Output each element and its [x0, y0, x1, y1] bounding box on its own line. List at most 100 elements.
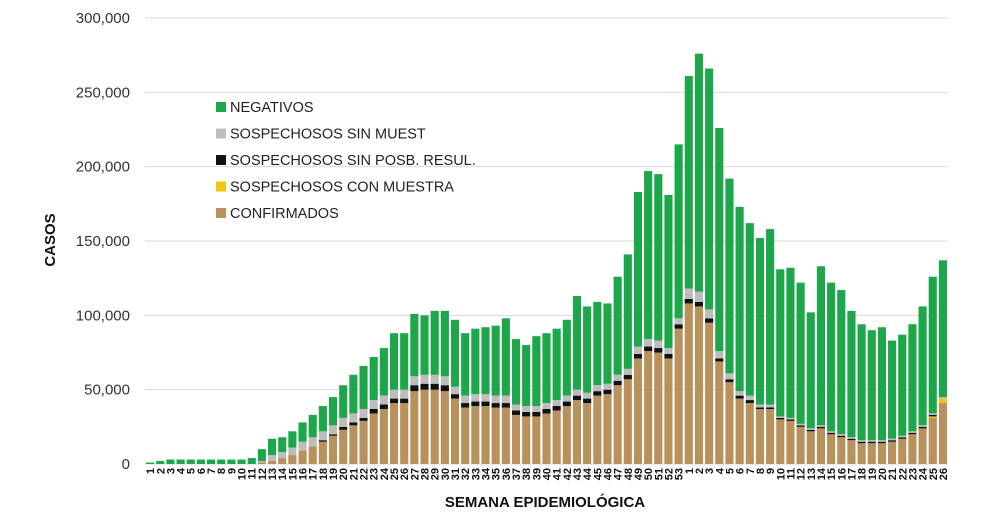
bar-segment — [400, 398, 409, 404]
x-tick-label: 47 — [613, 468, 625, 480]
bar-segment — [318, 441, 327, 464]
bar-segment — [267, 438, 277, 456]
bar-segment — [908, 324, 917, 432]
bar-segment — [471, 406, 480, 464]
bar-segment — [257, 449, 266, 462]
bar-segment — [755, 238, 765, 405]
x-tick-label: 39 — [531, 468, 543, 480]
bar-segment — [633, 358, 643, 464]
bar-segment — [572, 400, 582, 464]
bar-segment — [461, 333, 470, 396]
bar-segment — [491, 325, 500, 396]
bar-segment — [786, 417, 795, 420]
bar-segment — [786, 420, 795, 464]
bar-segment — [715, 128, 724, 352]
y-tick-label: 100,000 — [76, 307, 130, 324]
x-tick-label: 4 — [714, 467, 726, 474]
bar-segment — [522, 416, 531, 464]
x-tick-label: 19 — [867, 468, 879, 480]
x-tick-label: 5 — [724, 468, 736, 474]
bar-segment — [511, 339, 521, 405]
y-tick-label: 0 — [122, 456, 130, 473]
bar-segment — [156, 461, 165, 464]
bar-segment — [938, 260, 947, 398]
bar-segment — [430, 374, 439, 384]
bar-segment — [623, 368, 632, 375]
bar-segment — [471, 328, 480, 395]
bar-segment — [593, 301, 602, 386]
bar-segment — [715, 361, 724, 464]
x-tick-label: 17 — [846, 468, 858, 480]
bar-segment — [379, 348, 388, 396]
x-axis-label: SEMANA EPIDEMIOLÓGICA — [445, 493, 645, 511]
bar-segment — [247, 458, 256, 464]
bar-segment — [766, 407, 775, 409]
bar-segment — [379, 404, 388, 409]
bar-segment — [674, 318, 683, 325]
bar-segment — [928, 276, 937, 414]
bar-segment — [186, 459, 195, 464]
bar-segment — [847, 440, 856, 464]
x-tick-label: 23 — [369, 468, 381, 480]
x-tick-label: 6 — [735, 468, 747, 474]
bar-segment — [877, 443, 886, 464]
bar-segment — [705, 309, 714, 319]
x-tick-label: 18 — [857, 468, 869, 480]
bar-segment — [776, 419, 785, 464]
bar-segment — [816, 266, 826, 426]
bar-segment — [684, 75, 693, 289]
x-tick-label: 11 — [247, 468, 259, 480]
bar-segment — [562, 395, 571, 402]
x-tick-label: 3 — [704, 468, 716, 474]
x-tick-label: 22 — [359, 468, 371, 480]
x-tick-label: 36 — [501, 468, 513, 480]
bar-segment — [867, 330, 876, 441]
x-tick-label: 14 — [277, 467, 289, 480]
bar-segment — [633, 346, 643, 354]
bar-segment — [389, 333, 399, 390]
bar-segment — [328, 397, 338, 426]
bar-segment — [837, 435, 846, 438]
bar-segment — [623, 379, 632, 464]
bar-segment — [827, 431, 836, 433]
bar-segment — [786, 419, 795, 421]
bar-segment — [898, 437, 907, 439]
bar-segment — [339, 426, 348, 430]
bar-segment — [440, 376, 449, 386]
bar-segment — [898, 435, 907, 438]
bar-segment — [532, 336, 541, 407]
x-tick-label: 10 — [775, 468, 787, 480]
bar-segment — [816, 426, 826, 429]
bar-segment — [379, 408, 388, 464]
bar-segment — [796, 423, 805, 426]
x-tick-label: 12 — [257, 468, 269, 480]
bar-segment — [359, 417, 368, 421]
x-tick-label: 31 — [450, 468, 462, 480]
bar-segment — [776, 417, 785, 420]
bar-segment — [471, 394, 480, 402]
bar-segment — [410, 391, 419, 464]
bar-segment — [501, 318, 510, 396]
bar-segment — [583, 398, 592, 404]
bar-segment — [633, 353, 643, 359]
bar-segment — [501, 395, 510, 404]
x-tick-label: 9 — [765, 468, 777, 474]
bar-segment — [552, 406, 561, 411]
bar-segment — [288, 431, 297, 448]
x-tick-label: 46 — [602, 468, 614, 480]
bar-segment — [877, 441, 886, 444]
legend-label: SOSPECHOSOS CON MUESTRA — [230, 180, 454, 196]
bar-segment — [369, 356, 378, 401]
bar-segment — [918, 428, 927, 464]
bar-segment — [694, 291, 704, 302]
bar-segment — [613, 276, 622, 375]
bar-segment — [196, 459, 205, 464]
bar-segment — [755, 407, 765, 409]
bar-segment — [461, 403, 470, 408]
bar-segment — [278, 437, 287, 453]
x-tick-label: 1 — [145, 468, 157, 474]
bar-segment — [766, 404, 775, 408]
bar-segment — [522, 345, 531, 407]
bar-segment — [217, 459, 226, 464]
bar-segment — [349, 413, 358, 423]
